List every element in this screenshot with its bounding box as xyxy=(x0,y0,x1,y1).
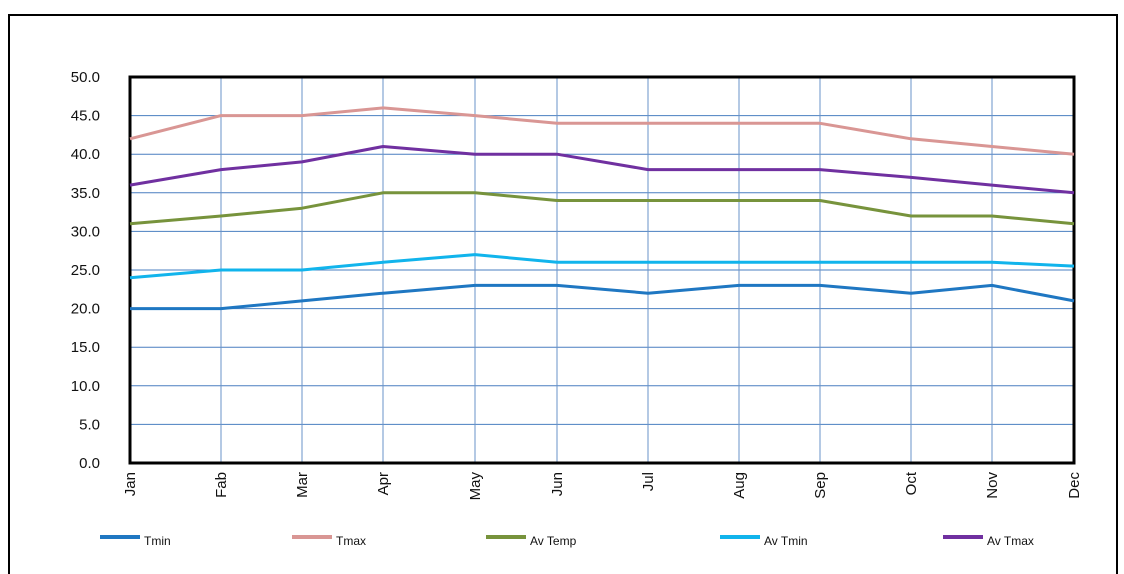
y-tick-label: 5.0 xyxy=(79,416,100,433)
y-tick-label: 50.0 xyxy=(71,69,100,86)
x-tick-label: May xyxy=(467,472,484,501)
legend-label: Av Tmax xyxy=(987,534,1034,548)
x-tick-label: Jan xyxy=(122,472,139,496)
x-tick-label: Aug xyxy=(731,472,748,499)
x-tick-label: Fab xyxy=(213,472,230,498)
x-tick-label: Nov xyxy=(984,472,1001,499)
y-tick-label: 30.0 xyxy=(71,223,100,240)
y-tick-label: 25.0 xyxy=(71,262,100,279)
y-tick-label: 0.0 xyxy=(79,455,100,472)
y-tick-label: 45.0 xyxy=(71,108,100,125)
x-tick-label: Oct xyxy=(903,471,920,495)
plot-area-border xyxy=(128,75,1076,465)
series-line-av-tmax xyxy=(129,145,1075,195)
y-tick-label: 35.0 xyxy=(71,185,100,202)
legend-label: Tmin xyxy=(144,534,171,548)
y-tick-label: 20.0 xyxy=(71,301,100,318)
x-tick-label: Mar xyxy=(294,472,311,498)
legend-label: Av Tmin xyxy=(764,534,808,548)
x-tick-label: Dec xyxy=(1066,472,1083,499)
y-tick-label: 10.0 xyxy=(71,378,100,395)
series-line-av-temp xyxy=(129,191,1075,226)
x-tick-label: Sep xyxy=(812,472,829,499)
chart-frame xyxy=(8,14,1118,574)
y-tick-label: 40.0 xyxy=(71,146,100,163)
series-line-tmin xyxy=(130,283,1075,311)
x-tick-label: Jun xyxy=(549,472,566,496)
series-line-av-tmin xyxy=(129,253,1075,280)
x-tick-label: Apr xyxy=(375,472,392,495)
x-tick-label: Jul xyxy=(640,472,657,491)
series-line-tmax xyxy=(129,106,1075,156)
y-tick-label: 15.0 xyxy=(71,339,100,356)
legend-label: Av Temp xyxy=(530,534,577,548)
legend-label: Tmax xyxy=(336,534,366,548)
